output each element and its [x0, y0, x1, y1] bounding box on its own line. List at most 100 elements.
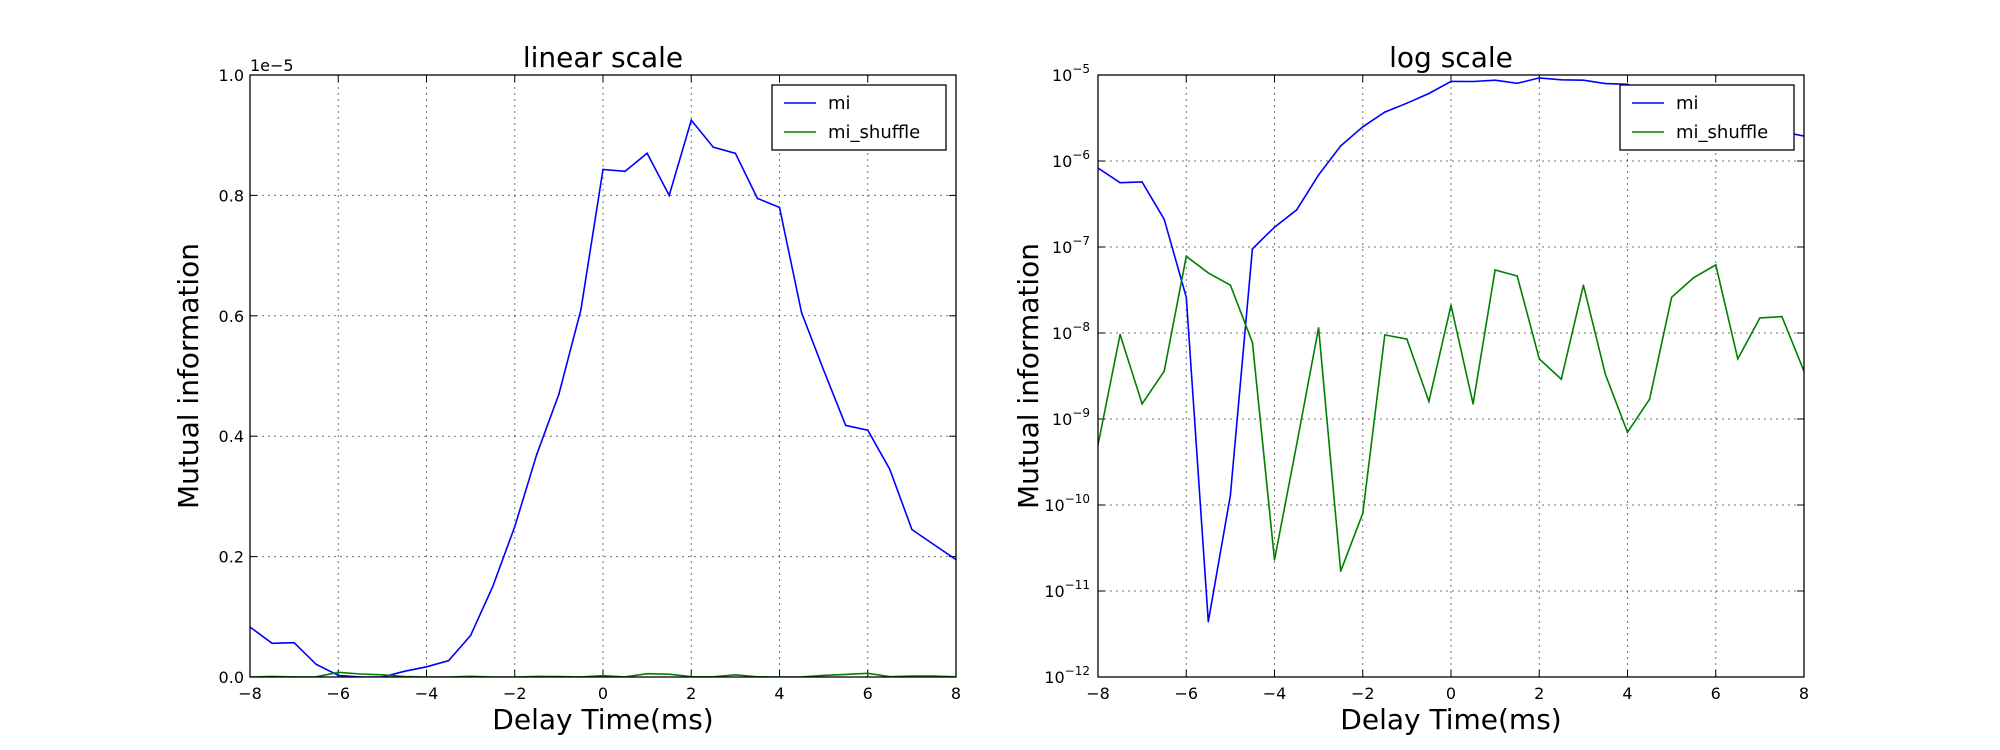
data-point-mi_shuffle [734, 674, 737, 676]
linear-y-ticks: 0.0 0.2 0.4 0.6 0.8 1.0 [219, 66, 956, 687]
data-point-mi [403, 670, 406, 673]
data-point-mi [1582, 79, 1585, 81]
data-point-mi [514, 525, 516, 528]
data-point-mi_shuffle [1450, 304, 1452, 307]
y-tick-label: 10−10 [1044, 492, 1090, 515]
x-tick-label: 6 [863, 684, 873, 703]
x-tick-label: −6 [326, 684, 350, 703]
data-point-mi [315, 663, 318, 666]
data-point-mi_shuffle [1759, 317, 1761, 319]
log-legend: mi mi_shuffle [1619, 84, 1795, 151]
data-point-mi [800, 312, 803, 314]
data-point-mi_shuffle [1317, 327, 1320, 329]
x-tick-label: 4 [774, 684, 784, 703]
data-point-mi [1472, 80, 1474, 83]
x-tick-label: −8 [238, 684, 262, 703]
data-point-mi_shuffle [1516, 275, 1518, 277]
data-point-mi [1163, 218, 1165, 221]
log-panel-title: log scale [1389, 41, 1513, 74]
data-point-mi_shuffle [1472, 403, 1474, 405]
data-point-mi [1450, 80, 1452, 83]
data-point-mi [1560, 79, 1563, 81]
data-point-mi_shuffle [1560, 378, 1563, 381]
y-tick-label: 0.6 [219, 307, 244, 326]
data-point-mi [1362, 126, 1364, 128]
data-point-mi_shuffle [1295, 444, 1298, 446]
data-point-mi_shuffle [1273, 559, 1276, 561]
log-y-axis-label: Mutual information [1012, 243, 1045, 509]
data-point-mi_shuffle [1692, 276, 1695, 279]
log-x-axis-label: Delay Time(ms) [1340, 703, 1561, 736]
data-point-mi [889, 468, 891, 471]
y-tick-label: 10−8 [1052, 320, 1090, 343]
x-tick-label: 0 [598, 684, 608, 703]
x-tick-label: 2 [686, 684, 696, 703]
data-point-mi_shuffle [1406, 338, 1408, 340]
log-grid [1098, 75, 1804, 677]
data-point-mi [536, 453, 538, 456]
linear-y-offset-text: 1e−5 [250, 56, 294, 75]
linear-grid [250, 75, 956, 677]
y-tick-label: 10−5 [1052, 62, 1090, 85]
legend-label-mi_shuffle: mi_shuffle [828, 122, 920, 143]
data-point-mi_shuffle [844, 673, 847, 676]
linear-panel-title: linear scale [523, 41, 683, 74]
data-point-mi_shuffle [1229, 284, 1232, 287]
data-point-mi_shuffle [381, 674, 384, 676]
log-y-ticks: 10−12 10−11 10−10 10−9 10−8 10−7 10−6 10−5 [1044, 62, 1804, 687]
data-point-mi_shuffle [1428, 400, 1430, 403]
data-point-mi_shuffle [1582, 284, 1585, 287]
data-point-mi_shuffle [1163, 370, 1165, 373]
data-point-mi [1207, 620, 1210, 623]
data-point-mi_shuffle [867, 672, 869, 675]
y-tick-label: 0.4 [219, 427, 244, 446]
data-point-mi [822, 369, 825, 371]
x-tick-label: 0 [1446, 684, 1456, 703]
data-point-mi_shuffle [1538, 358, 1541, 360]
log-scale-panel: −8 −6 −4 −2 0 2 4 6 8 10−1210−1110−1010−910−810−… [1012, 41, 1809, 736]
data-point-mi_shuffle [1715, 264, 1717, 266]
data-point-mi [1604, 82, 1607, 85]
data-point-mi [469, 634, 472, 637]
linear-scale-panel: −8 −6 −4 −2 0 2 4 6 8 0.0 0.2 0.4 0.6 0.8 1.0 linear … [172, 41, 961, 736]
data-point-mi_shuffle [668, 673, 670, 675]
data-point-mi [1317, 174, 1320, 176]
data-point-mi_shuffle [1604, 373, 1607, 376]
data-point-mi_shuffle [1781, 315, 1783, 318]
data-point-mi_shuffle [1648, 398, 1651, 401]
linear-x-ticks: −8 −6 −4 −2 0 2 4 6 8 [238, 75, 961, 703]
data-point-mi [1406, 102, 1408, 104]
data-point-mi [1141, 181, 1143, 183]
y-tick-label: 10−7 [1052, 234, 1090, 257]
log-x-ticks: −8 −6 −4 −2 0 2 4 6 8 [1086, 75, 1809, 703]
data-point-mi_shuffle [1339, 570, 1342, 572]
data-point-mi [844, 424, 847, 427]
data-point-mi [933, 543, 935, 546]
legend-label-mi: mi [1676, 93, 1699, 114]
data-point-mi [1538, 77, 1541, 79]
data-point-mi_shuffle [359, 673, 362, 675]
data-point-mi [1251, 248, 1254, 250]
y-tick-label: 10−11 [1044, 578, 1090, 601]
y-tick-label: 0.8 [219, 186, 244, 205]
data-point-mi [271, 642, 273, 645]
log-plot-frame [1097, 74, 1805, 678]
data-point-mi [867, 429, 869, 432]
data-point-mi_shuffle [1494, 269, 1496, 271]
data-point-mi_shuffle [1362, 512, 1364, 515]
data-point-mi [690, 119, 693, 121]
y-tick-label: 0.2 [219, 548, 244, 567]
x-tick-label: −4 [415, 684, 439, 703]
data-point-mi [646, 152, 648, 155]
x-tick-label: 2 [1534, 684, 1544, 703]
data-point-mi [447, 659, 450, 662]
data-point-mi [580, 309, 582, 311]
data-point-mi_shuffle [602, 674, 604, 677]
x-tick-label: −2 [1351, 684, 1375, 703]
data-point-mi_shuffle [1626, 431, 1629, 434]
data-point-mi [1516, 82, 1518, 85]
data-point-mi_shuffle [1141, 403, 1143, 405]
data-point-mi_shuffle [337, 671, 340, 674]
x-tick-label: −8 [1086, 684, 1110, 703]
